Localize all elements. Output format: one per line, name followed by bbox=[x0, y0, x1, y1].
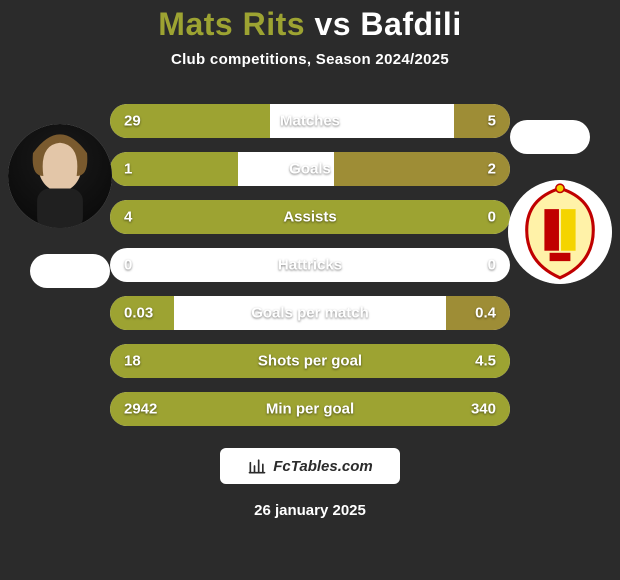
title-player1: Mats Rits bbox=[158, 6, 305, 42]
comparison-title: Mats Rits vs Bafdili bbox=[158, 6, 461, 43]
stat-label: Goals per match bbox=[251, 305, 369, 322]
stat-row: 18 4.5 Shots per goal bbox=[110, 344, 510, 378]
subtitle: Club competitions, Season 2024/2025 bbox=[171, 51, 449, 68]
fctables-logo-icon bbox=[247, 456, 267, 476]
title-vs: vs bbox=[314, 6, 351, 42]
stat-value-left: 18 bbox=[124, 353, 141, 370]
stat-value-left: 2942 bbox=[124, 401, 157, 418]
stat-value-right: 0 bbox=[488, 257, 496, 274]
player2-flag bbox=[510, 120, 590, 154]
stat-row: 4 0 Assists bbox=[110, 200, 510, 234]
stat-value-left: 0 bbox=[124, 257, 132, 274]
stat-value-right: 0 bbox=[488, 209, 496, 226]
player1-avatar bbox=[8, 124, 112, 228]
stat-value-right: 340 bbox=[471, 401, 496, 418]
stat-row: 1 2 Goals bbox=[110, 152, 510, 186]
stat-value-left: 29 bbox=[124, 113, 141, 130]
stat-row: 0.03 0.4 Goals per match bbox=[110, 296, 510, 330]
stat-value-right: 0.4 bbox=[475, 305, 496, 322]
stat-label: Assists bbox=[283, 209, 336, 226]
stat-row: 29 5 Matches bbox=[110, 104, 510, 138]
stat-value-left: 0.03 bbox=[124, 305, 153, 322]
title-player2: Bafdili bbox=[360, 6, 461, 42]
stat-value-right: 5 bbox=[488, 113, 496, 130]
stat-label: Goals bbox=[289, 161, 331, 178]
stat-label: Shots per goal bbox=[258, 353, 362, 370]
fctables-brand-text: FcTables.com bbox=[273, 458, 372, 475]
player1-flag bbox=[30, 254, 110, 288]
stat-value-right: 4.5 bbox=[475, 353, 496, 370]
stat-fill-right bbox=[454, 104, 510, 138]
fctables-badge: FcTables.com bbox=[220, 448, 400, 484]
stat-label: Matches bbox=[280, 113, 340, 130]
stat-value-right: 2 bbox=[488, 161, 496, 178]
stat-value-left: 1 bbox=[124, 161, 132, 178]
stats-container: 29 5 Matches 1 2 Goals 4 0 Assists 0 0 Hattricks 0.0… bbox=[110, 104, 510, 426]
stat-fill-right bbox=[334, 152, 510, 186]
stat-row: 2942 340 Min per goal bbox=[110, 392, 510, 426]
stat-label: Min per goal bbox=[266, 401, 354, 418]
player2-club-crest bbox=[508, 180, 612, 284]
stat-row: 0 0 Hattricks bbox=[110, 248, 510, 282]
date-text: 26 january 2025 bbox=[254, 502, 366, 519]
stat-label: Hattricks bbox=[278, 257, 342, 274]
stat-value-left: 4 bbox=[124, 209, 132, 226]
